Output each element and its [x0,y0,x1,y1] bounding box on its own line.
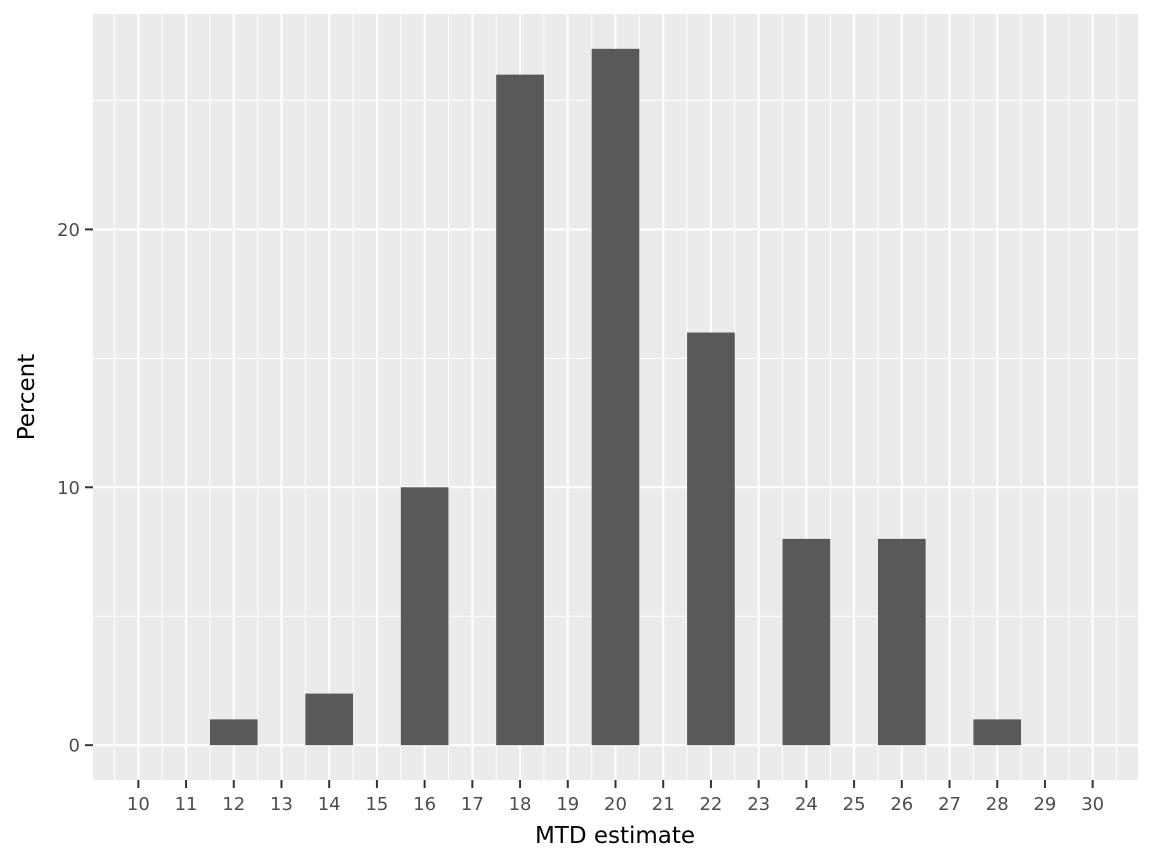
x-tick-label: 14 [318,794,341,815]
x-tick-label: 13 [270,794,293,815]
bar-18 [496,74,544,746]
x-tick-label: 28 [986,794,1009,815]
x-tick-label: 21 [652,794,675,815]
x-tick-label: 24 [795,794,818,815]
x-tick-label: 15 [365,794,388,815]
x-axis-title: MTD estimate [535,823,695,849]
bar-20 [591,48,640,746]
x-tick-label: 23 [747,794,770,815]
bar-16 [400,487,449,746]
x-tick-label: 20 [604,794,627,815]
bar-22 [687,332,735,746]
y-tick-label: 20 [57,220,80,241]
bar-26 [877,538,926,746]
bars [209,48,1022,746]
bar-28 [973,719,1022,746]
bar-12 [209,719,258,746]
x-tick-label: 26 [890,794,913,815]
x-tick-label: 19 [556,794,579,815]
x-tick-label: 30 [1081,794,1104,815]
y-axis: 0 10 20 [57,220,93,757]
x-axis: 10 11 12 13 14 15 16 17 18 19 20 21 22 23 24 25 26 27 28 29… [127,780,1104,815]
bar-14 [305,693,354,746]
y-tick-label: 0 [69,736,80,757]
x-tick-label: 11 [175,794,198,815]
x-tick-label: 10 [127,794,150,815]
x-tick-label: 16 [413,794,436,815]
y-axis-title: Percent [14,354,40,441]
bar-24 [782,538,831,746]
x-tick-label: 17 [461,794,484,815]
x-tick-label: 18 [509,794,532,815]
x-tick-label: 22 [699,794,722,815]
x-tick-label: 25 [843,794,866,815]
x-tick-label: 29 [1033,794,1056,815]
y-tick-label: 10 [57,478,80,499]
x-tick-label: 12 [222,794,245,815]
x-tick-label: 27 [938,794,961,815]
